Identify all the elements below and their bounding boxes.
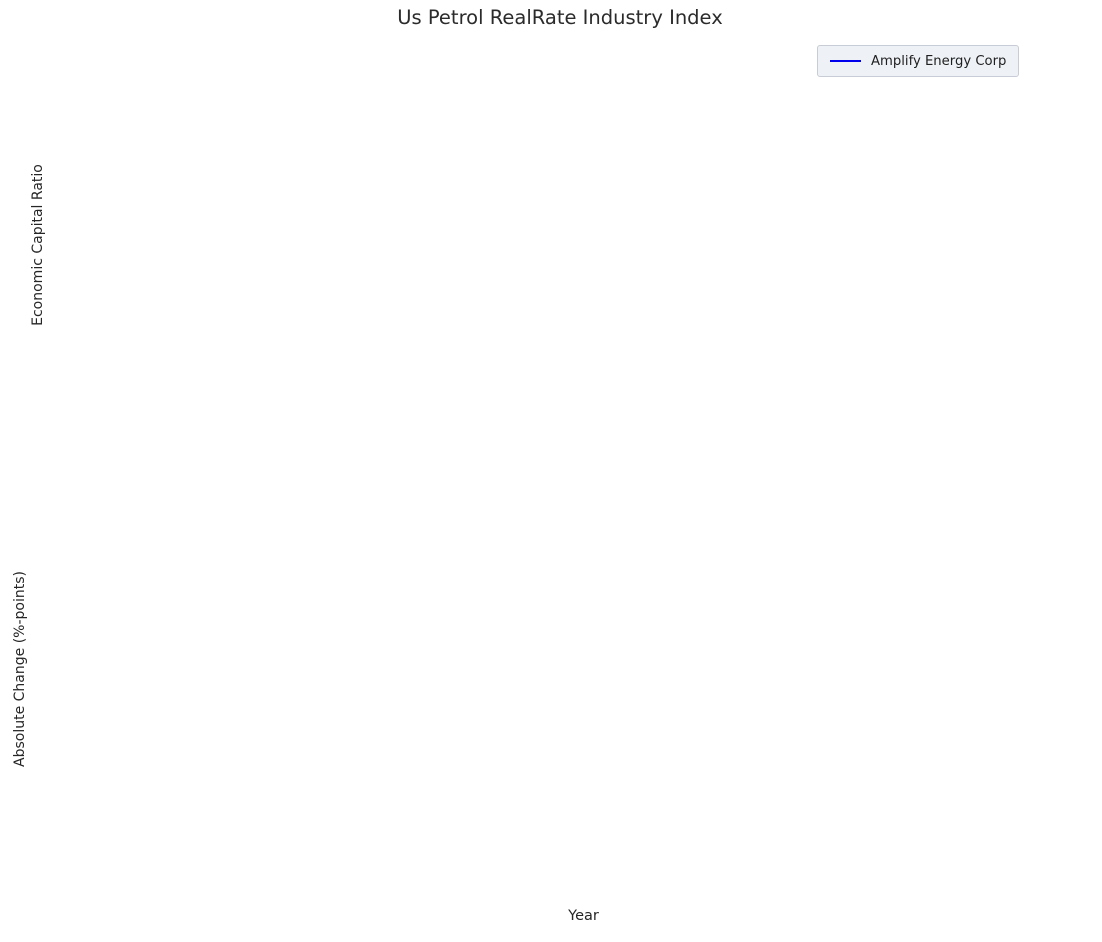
legend: Amplify Energy Corp (817, 45, 1020, 77)
legend-line-icon (830, 60, 861, 62)
bottom-y-axis-label: Absolute Change (%-points) (12, 571, 28, 767)
top-y-axis-label: Economic Capital Ratio (30, 164, 46, 326)
x-axis-label: Year (568, 908, 599, 924)
chart-title: Us Petrol RealRate Industry Index (397, 6, 723, 29)
legend-label: Amplify Energy Corp (871, 53, 1007, 69)
